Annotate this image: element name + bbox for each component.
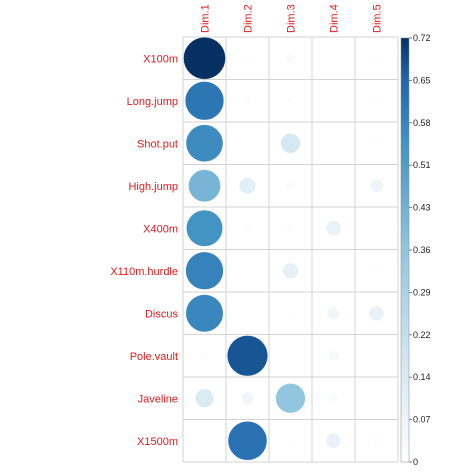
legend-tick-label: 0.29: [413, 287, 431, 297]
data-circle: [288, 310, 293, 316]
legend-tick-label: 0.22: [413, 330, 431, 340]
data-circle: [185, 294, 224, 333]
legend-tick-label: 0.51: [413, 160, 431, 170]
data-circle: [288, 98, 293, 104]
data-circle: [282, 262, 299, 279]
data-circle: [183, 36, 226, 80]
data-circle: [186, 209, 223, 247]
row-label: Long.jump: [127, 96, 178, 108]
row-label: X100m: [143, 53, 178, 65]
data-circle: [184, 81, 225, 121]
data-circle: [286, 181, 295, 191]
data-circle: [374, 140, 379, 146]
legend-tick-label: 0: [413, 457, 418, 467]
data-circle: [327, 306, 340, 320]
column-label: Dim.2: [243, 4, 255, 33]
row-label: Shot.put: [137, 138, 178, 150]
data-circle: [194, 388, 215, 408]
data-circle: [374, 268, 379, 274]
legend-color-bar: [400, 37, 410, 463]
row-label: Javeline: [138, 393, 178, 405]
data-circle: [241, 391, 254, 405]
column-label: Dim.4: [329, 4, 341, 33]
data-circle: [374, 55, 379, 61]
data-circle: [238, 177, 257, 195]
data-circle: [188, 169, 221, 203]
row-label: X400m: [143, 223, 178, 235]
data-circle: [288, 438, 293, 444]
data-circle: [329, 393, 338, 403]
data-circle: [325, 220, 342, 236]
column-labels: Dim.1 Dim.2 Dim.3 Dim.4 Dim.5: [200, 4, 384, 33]
legend-tick-label: 0.36: [413, 245, 431, 255]
data-circle: [245, 55, 250, 61]
data-circle: [244, 97, 251, 105]
column-label: Dim.3: [286, 4, 298, 33]
data-circle: [280, 133, 301, 154]
legend-tick-label: 0.72: [413, 33, 431, 43]
data-circle: [373, 437, 380, 445]
row-labels: X100m Long.jump Shot.put High.jump X400m X110…: [110, 53, 178, 448]
row-label: X1500m: [137, 436, 178, 448]
data-circle: [286, 53, 295, 63]
row-label: High.jump: [128, 181, 178, 193]
data-circle: [201, 352, 208, 360]
legend-tick-label: 0.65: [413, 75, 431, 85]
data-circle: [368, 305, 385, 321]
data-circle: [244, 224, 251, 232]
data-circle: [369, 178, 384, 193]
row-label: Pole.vault: [130, 351, 178, 363]
legend-tick-label: 0.14: [413, 372, 431, 382]
data-circle: [185, 124, 224, 163]
legend-tick-label: 0.43: [413, 203, 431, 213]
data-circle: [185, 251, 224, 290]
column-label: Dim.1: [200, 4, 212, 33]
data-circle: [325, 433, 342, 449]
grid: [182, 36, 399, 463]
legend-tick-label: 0.58: [413, 118, 431, 128]
row-label: Discus: [145, 308, 179, 320]
legend-tick-label: 0.07: [413, 415, 431, 425]
row-label: X110m.hurdle: [110, 266, 178, 278]
data-circles: [183, 36, 385, 461]
data-circle: [328, 350, 339, 361]
legend-ticks: 0.72 0.65 0.58 0.51 0.43 0.36 0.29 0.22 0.14 0.07…: [409, 33, 431, 467]
data-circle: [275, 383, 306, 414]
color-legend: 0.72 0.65 0.58 0.51 0.43 0.36 0.29 0.22 0.14 0.07…: [400, 33, 431, 467]
data-circle: [227, 420, 268, 461]
column-label: Dim.5: [372, 4, 384, 33]
data-circle: [226, 335, 269, 377]
data-circle: [287, 224, 294, 232]
data-circle: [374, 98, 379, 104]
